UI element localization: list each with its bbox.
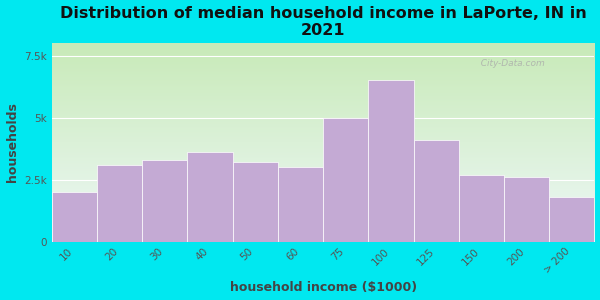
Bar <box>504 177 549 242</box>
Bar <box>278 167 323 242</box>
Bar <box>549 197 595 242</box>
Bar <box>142 160 187 242</box>
Bar <box>233 162 278 242</box>
Bar <box>323 118 368 242</box>
X-axis label: household income ($1000): household income ($1000) <box>230 281 416 294</box>
Bar <box>413 140 459 242</box>
Bar <box>187 152 233 242</box>
Text: City-Data.com: City-Data.com <box>475 59 545 68</box>
Y-axis label: households: households <box>5 103 19 182</box>
Bar <box>97 165 142 242</box>
Bar <box>368 80 413 242</box>
Bar <box>459 175 504 242</box>
Title: Distribution of median household income in LaPorte, IN in
2021: Distribution of median household income … <box>60 6 586 38</box>
Bar <box>52 192 97 242</box>
